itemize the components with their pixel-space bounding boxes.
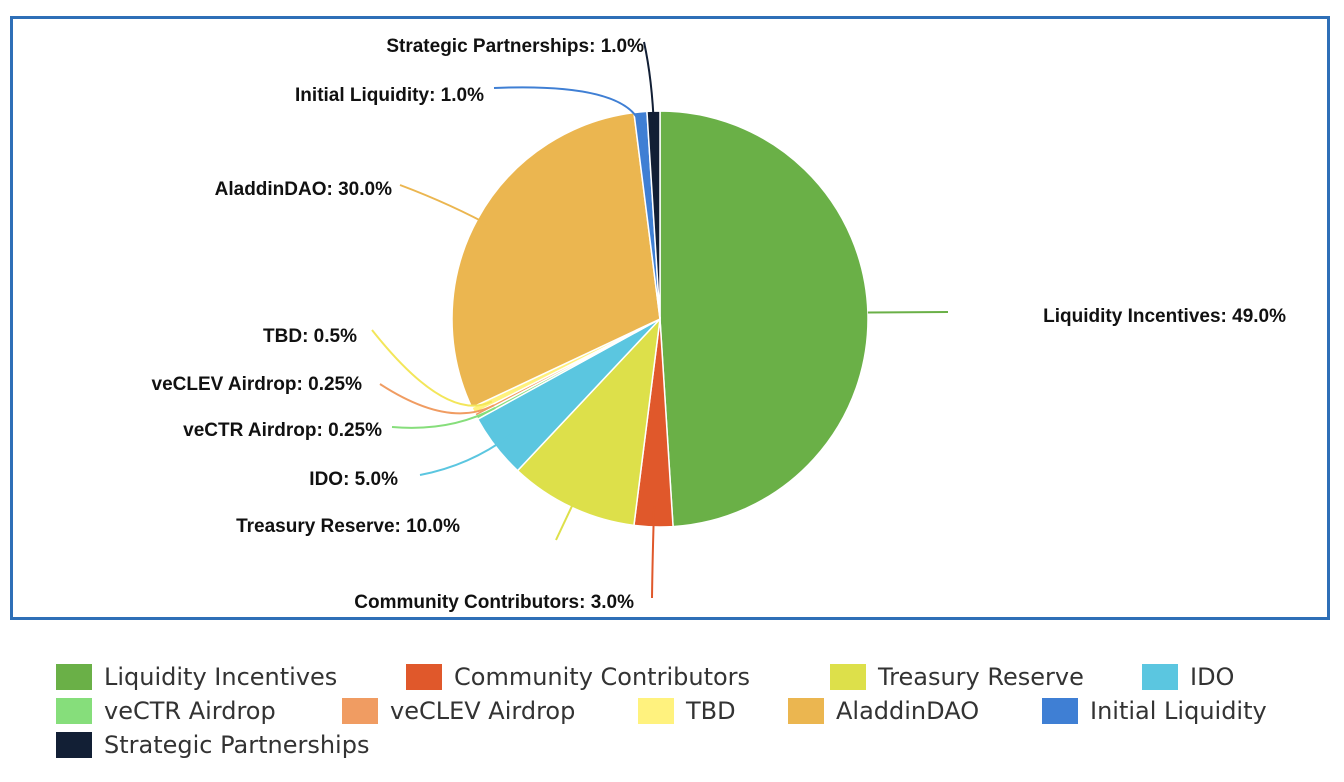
legend-label-community-contributors: Community Contributors bbox=[454, 663, 751, 691]
legend-item-treasury-reserve: Treasury Reserve bbox=[830, 660, 1084, 694]
data-label-community-contributors: Community Contributors: 3.0% bbox=[354, 592, 634, 613]
data-label-tbd: TBD: 0.5% bbox=[263, 326, 357, 347]
legend-item-liquidity-incentives: Liquidity Incentives bbox=[56, 660, 337, 694]
leader-line-ido bbox=[419, 432, 513, 476]
legend-swatch-tbd bbox=[638, 698, 674, 724]
legend-label-strategic-partnerships: Strategic Partnerships bbox=[104, 731, 370, 759]
legend: Liquidity Incentives Community Contributo… bbox=[56, 660, 1316, 762]
legend-swatch-aladdindao bbox=[788, 698, 824, 724]
legend-row: Liquidity Incentives Community Contributo… bbox=[56, 660, 1316, 694]
legend-swatch-liquidity-incentives bbox=[56, 664, 92, 690]
data-label-initial-liquidity: Initial Liquidity: 1.0% bbox=[295, 85, 484, 106]
leader-line-veclev-airdrop bbox=[379, 383, 495, 415]
legend-label-tbd: TBD bbox=[686, 697, 736, 725]
legend-swatch-veclev-airdrop bbox=[342, 698, 378, 724]
data-label-veclev-airdrop: veCLEV Airdrop: 0.25% bbox=[152, 374, 363, 395]
leader-line-community-contributors bbox=[651, 506, 656, 599]
data-label-liquidity-incentives: Liquidity Incentives: 49.0% bbox=[1043, 306, 1286, 327]
legend-row: Strategic Partnerships bbox=[56, 728, 1316, 762]
leader-line-tbd bbox=[371, 329, 493, 407]
legend-swatch-strategic-partnerships bbox=[56, 732, 92, 758]
data-label-aladdindao: AladdinDAO: 30.0% bbox=[215, 179, 392, 200]
legend-label-vectr-airdrop: veCTR Airdrop bbox=[104, 697, 276, 725]
data-label-strategic-partnerships: Strategic Partnerships: 1.0% bbox=[386, 36, 644, 57]
legend-label-treasury-reserve: Treasury Reserve bbox=[878, 663, 1084, 691]
legend-label-veclev-airdrop: veCLEV Airdrop bbox=[390, 697, 576, 725]
leader-line-vectr-airdrop bbox=[391, 407, 496, 429]
legend-label-initial-liquidity: Initial Liquidity bbox=[1090, 697, 1267, 725]
data-label-treasury-reserve: Treasury Reserve: 10.0% bbox=[236, 516, 460, 537]
legend-label-aladdindao: AladdinDAO bbox=[836, 697, 980, 725]
legend-item-community-contributors: Community Contributors bbox=[406, 660, 750, 694]
legend-label-ido: IDO bbox=[1190, 663, 1235, 691]
legend-swatch-ido bbox=[1142, 664, 1178, 690]
legend-swatch-community-contributors bbox=[406, 664, 442, 690]
leader-line-treasury-reserve bbox=[555, 487, 582, 541]
legend-label-liquidity-incentives: Liquidity Incentives bbox=[104, 663, 338, 691]
legend-item-tbd: TBD bbox=[638, 694, 736, 728]
legend-swatch-vectr-airdrop bbox=[56, 698, 92, 724]
legend-item-initial-liquidity: Initial Liquidity bbox=[1042, 694, 1267, 728]
data-label-vectr-airdrop: veCTR Airdrop: 0.25% bbox=[183, 420, 382, 441]
leader-line-aladdindao bbox=[399, 184, 497, 230]
legend-item-veclev-airdrop: veCLEV Airdrop bbox=[342, 694, 575, 728]
legend-item-vectr-airdrop: veCTR Airdrop bbox=[56, 694, 276, 728]
legend-row: veCTR Airdrop veCLEV Airdrop TBD AladdinDAO… bbox=[56, 694, 1316, 728]
legend-item-ido: IDO bbox=[1142, 660, 1234, 694]
legend-swatch-treasury-reserve bbox=[830, 664, 866, 690]
data-label-ido: IDO: 5.0% bbox=[309, 469, 398, 490]
legend-item-aladdindao: AladdinDAO bbox=[788, 694, 979, 728]
pie-slice-liquidity-incentives bbox=[659, 110, 869, 528]
leader-line-strategic-partnerships bbox=[643, 41, 656, 132]
legend-item-strategic-partnerships: Strategic Partnerships bbox=[56, 728, 369, 762]
legend-swatch-initial-liquidity bbox=[1042, 698, 1078, 724]
leader-line-initial-liquidity bbox=[493, 86, 644, 133]
